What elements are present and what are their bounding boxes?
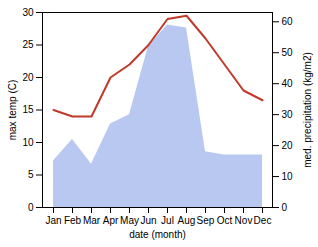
svg-text:Feb: Feb <box>64 215 82 226</box>
svg-text:0: 0 <box>282 202 288 213</box>
svg-text:Aug: Aug <box>178 215 196 226</box>
svg-text:Dec: Dec <box>254 215 272 226</box>
svg-text:Mar: Mar <box>83 215 101 226</box>
svg-text:10: 10 <box>282 171 294 182</box>
svg-text:60: 60 <box>282 16 294 27</box>
svg-text:med. precipitation (kg/m2): med. precipitation (kg/m2) <box>302 52 313 168</box>
svg-text:Jul: Jul <box>161 215 174 226</box>
svg-text:30: 30 <box>22 7 34 18</box>
svg-text:15: 15 <box>22 104 34 115</box>
svg-text:Nov: Nov <box>235 215 253 226</box>
svg-text:Jan: Jan <box>45 215 61 226</box>
svg-text:Apr: Apr <box>103 215 119 226</box>
svg-text:40: 40 <box>282 78 294 89</box>
svg-text:25: 25 <box>22 39 34 50</box>
svg-text:date (month): date (month) <box>129 229 186 240</box>
svg-text:5: 5 <box>28 169 34 180</box>
svg-text:50: 50 <box>282 47 294 58</box>
svg-text:Sep: Sep <box>197 215 215 226</box>
svg-text:0: 0 <box>28 202 34 213</box>
svg-text:30: 30 <box>282 109 294 120</box>
svg-text:20: 20 <box>282 140 294 151</box>
svg-text:Jun: Jun <box>140 215 156 226</box>
svg-text:max temp (C): max temp (C) <box>7 80 18 141</box>
svg-text:10: 10 <box>22 137 34 148</box>
svg-text:20: 20 <box>22 72 34 83</box>
svg-text:May: May <box>120 215 139 226</box>
svg-text:Oct: Oct <box>217 215 233 226</box>
